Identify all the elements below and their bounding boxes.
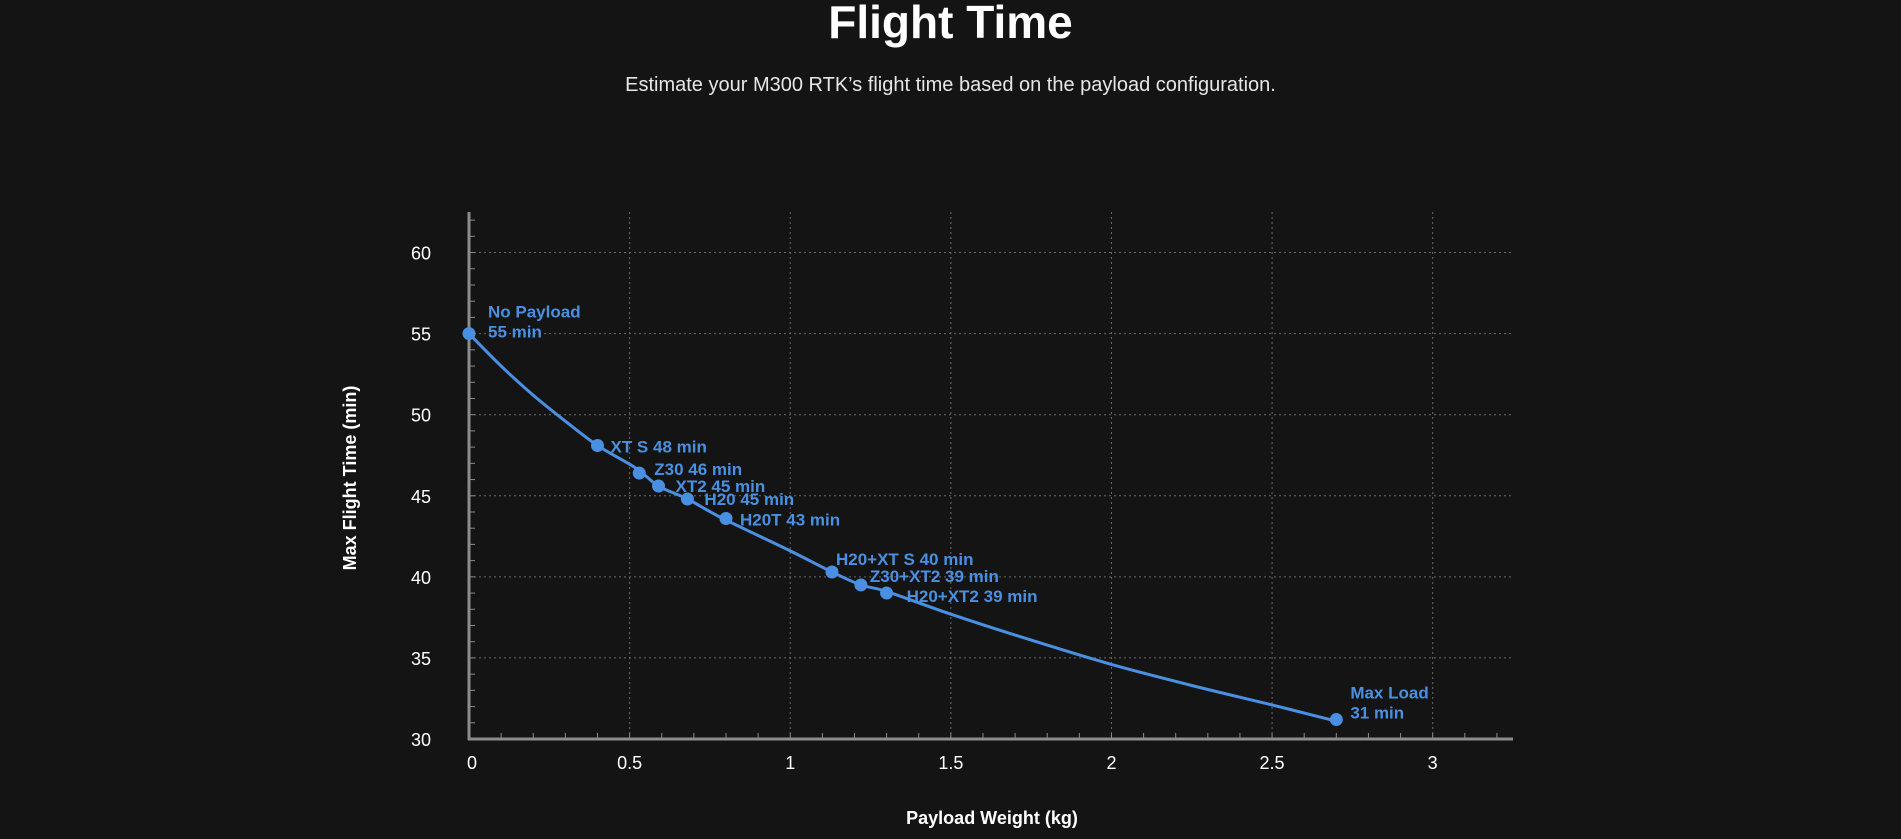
chart-axes	[467, 212, 1513, 741]
x-tick-label: 3	[1428, 753, 1438, 773]
data-point	[825, 565, 839, 579]
data-point-label: H20T 43 min	[740, 510, 840, 529]
y-tick-label: 60	[411, 244, 431, 264]
data-point-label: Z30 46 min	[654, 460, 742, 479]
page-title: Flight Time	[828, 0, 1073, 48]
data-point-label: XT S 48 min	[610, 438, 706, 457]
data-point	[590, 439, 604, 453]
y-axis-title: Max Flight Time (min)	[340, 386, 360, 571]
x-tick-label: 0	[467, 753, 477, 773]
data-point	[680, 492, 694, 506]
chart-point-labels: No Payload 55 min XT S 48 min Z30 46 minXT2…	[488, 303, 1429, 723]
data-point-label: No Payload 55 min	[488, 303, 581, 342]
y-tick-label: 50	[411, 406, 431, 426]
chart-grid	[469, 212, 1513, 739]
y-tick-label: 45	[411, 487, 431, 507]
x-tick-label: 0.5	[617, 753, 642, 773]
data-point	[652, 479, 666, 493]
y-tick-label: 55	[411, 325, 431, 345]
data-point	[632, 466, 646, 480]
data-point-label: Max Load 31 min	[1350, 684, 1428, 723]
chart-series	[462, 327, 1343, 727]
x-axis-title: Payload Weight (kg)	[906, 808, 1078, 828]
data-point-label: XT2 45 min	[676, 477, 766, 496]
data-point	[1329, 713, 1343, 727]
flight-time-curve	[467, 332, 1337, 723]
data-point	[719, 511, 733, 525]
y-tick-label: 35	[411, 649, 431, 669]
x-tick-label: 1	[785, 753, 795, 773]
x-tick-label: 2	[1106, 753, 1116, 773]
y-tick-label: 30	[411, 730, 431, 750]
page-subtitle: Estimate your M300 RTK’s flight time bas…	[625, 74, 1276, 96]
data-point-label: H20+XT S 40 min	[836, 550, 973, 569]
y-tick-label: 40	[411, 568, 431, 588]
x-tick-label: 1.5	[938, 753, 963, 773]
data-point	[462, 327, 476, 341]
data-point-label: Z30+XT2 39 min	[870, 567, 999, 586]
data-point-label: H20 45 min	[704, 490, 794, 509]
data-point-label: H20+XT2 39 min	[907, 587, 1038, 606]
chart-ticks: 0 0.5 1 1.5 2 2.5 3 30 35 40 45 50 55 60	[411, 219, 1498, 773]
x-tick-label: 2.5	[1260, 753, 1285, 773]
data-point	[880, 586, 894, 600]
data-point	[854, 578, 868, 592]
